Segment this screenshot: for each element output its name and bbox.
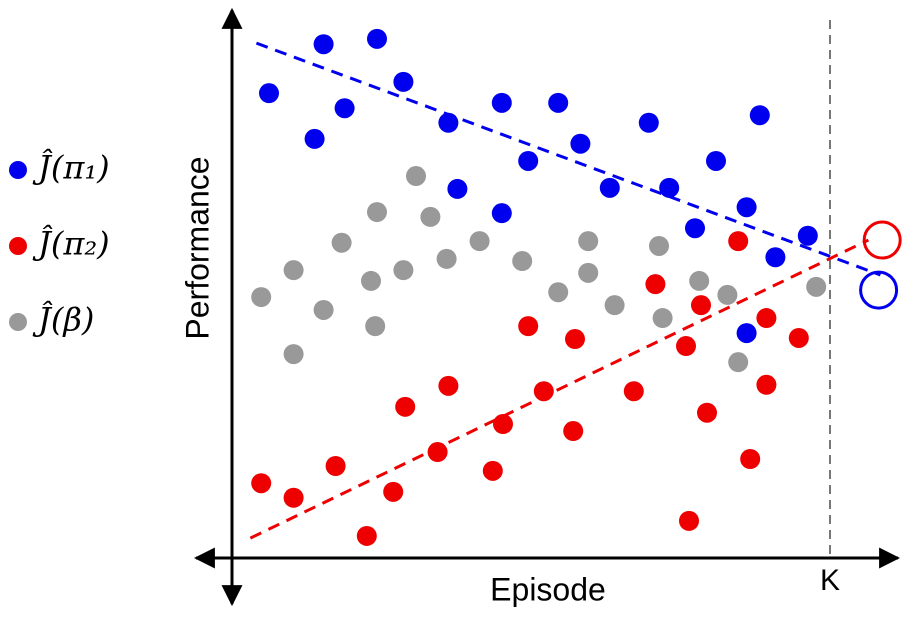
- data-point: [304, 128, 325, 149]
- data-point: [251, 287, 272, 308]
- data-point: [765, 247, 786, 268]
- x-tick-label: K: [820, 564, 840, 597]
- projection-circle: [859, 270, 899, 310]
- legend-label: Ĵ(β): [32, 301, 94, 339]
- data-point: [599, 177, 620, 198]
- data-point: [361, 270, 381, 291]
- data-point: [691, 295, 711, 316]
- data-point: [548, 92, 569, 113]
- data-point: [740, 449, 761, 470]
- data-point: [623, 381, 644, 402]
- data-point: [652, 308, 673, 329]
- data-point: [334, 98, 355, 119]
- data-point: [685, 218, 705, 239]
- data-point: [283, 487, 304, 508]
- data-point: [283, 260, 304, 281]
- data-point: [365, 316, 386, 337]
- data-point: [728, 352, 749, 373]
- data-point: [259, 83, 279, 104]
- data-point: [427, 442, 448, 463]
- x-axis-title: Episode: [490, 571, 606, 607]
- data-point: [578, 231, 599, 252]
- data-point: [325, 456, 346, 477]
- data-point: [420, 206, 441, 227]
- data-point: [491, 203, 512, 224]
- data-point: [518, 316, 539, 337]
- data-point: [469, 231, 490, 252]
- data-point: [565, 329, 585, 350]
- data-point: [533, 381, 554, 402]
- data-point: [383, 481, 404, 502]
- data-point: [313, 299, 334, 320]
- y-axis-title: Performance: [179, 156, 215, 339]
- legend-label: Ĵ(π₁): [32, 149, 110, 187]
- data-point: [797, 225, 818, 246]
- data-point: [406, 166, 426, 187]
- data-point: [679, 510, 699, 531]
- data-point: [706, 150, 726, 171]
- data-point: [512, 251, 533, 272]
- data-point: [717, 284, 738, 305]
- data-point: [749, 105, 770, 126]
- data-point: [518, 150, 539, 171]
- data-point: [393, 260, 414, 281]
- data-point: [788, 327, 809, 348]
- data-point: [548, 282, 569, 303]
- data-point: [436, 248, 457, 269]
- data-point: [395, 396, 416, 417]
- data-point: [728, 231, 749, 252]
- trend-line: [255, 41, 881, 277]
- data-point: [356, 525, 377, 546]
- data-point: [482, 460, 503, 481]
- legend-marker: [9, 237, 27, 255]
- data-point: [649, 235, 669, 256]
- legend-marker: [9, 161, 27, 179]
- data-point: [491, 92, 512, 113]
- data-point: [659, 177, 680, 198]
- data-point: [563, 421, 584, 442]
- data-point: [367, 28, 387, 49]
- data-point: [578, 262, 599, 283]
- data-point: [756, 308, 777, 329]
- data-point: [736, 323, 757, 344]
- data-point: [393, 71, 414, 92]
- trend-line: [249, 238, 870, 540]
- data-point: [756, 374, 777, 395]
- data-point: [570, 133, 591, 154]
- data-point: [604, 295, 625, 316]
- projection-circle: [862, 220, 902, 260]
- data-point: [331, 232, 352, 253]
- data-point: [283, 344, 304, 365]
- data-point: [736, 197, 757, 218]
- legend-label: Ĵ(π₂): [32, 225, 110, 263]
- data-point: [251, 473, 272, 494]
- data-point: [493, 414, 513, 435]
- data-point: [447, 178, 468, 199]
- data-point: [438, 375, 459, 396]
- data-point: [676, 336, 696, 357]
- data-point: [638, 112, 659, 133]
- data-point: [645, 274, 666, 295]
- data-point: [689, 270, 710, 291]
- data-point: [367, 202, 387, 223]
- data-point: [313, 34, 334, 55]
- data-point: [806, 276, 827, 297]
- data-point: [697, 402, 717, 423]
- legend-marker: [9, 313, 27, 331]
